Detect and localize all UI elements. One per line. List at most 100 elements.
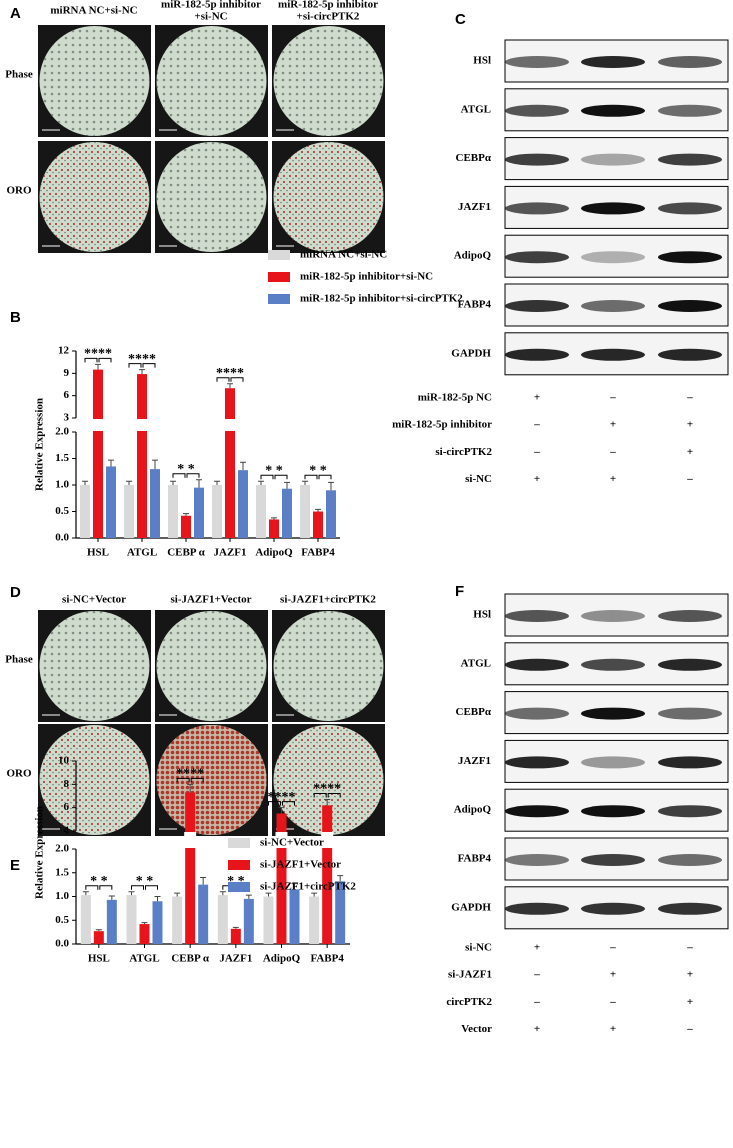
x-tick-label: FABP4 — [301, 547, 335, 559]
column-header: miRNA NC+si-NC — [50, 5, 137, 17]
micrograph-cells — [39, 26, 150, 136]
legend-swatch — [228, 838, 250, 848]
band — [581, 854, 645, 866]
x-tick-label: FABP4 — [310, 953, 344, 965]
significance-label: * * — [309, 464, 327, 479]
row-label: Phase — [5, 654, 33, 666]
error-bar — [291, 883, 298, 890]
y-tick-label: 1.5 — [55, 866, 69, 878]
bar — [212, 485, 222, 538]
condition-sign: + — [534, 1023, 540, 1035]
error-bar — [187, 783, 194, 793]
bar — [137, 374, 147, 538]
x-tick-label: JAZF1 — [219, 953, 252, 965]
condition-label: si-NC — [465, 942, 492, 954]
band — [505, 756, 569, 769]
error-bar — [141, 922, 148, 925]
error-bar — [128, 891, 135, 896]
significance-bracket — [260, 474, 288, 480]
bar — [139, 924, 150, 944]
x-tick-label: ATGL — [127, 547, 157, 559]
panel-label: B — [10, 309, 21, 326]
bar — [80, 485, 90, 538]
protein-label: AdipoQ — [454, 804, 492, 816]
band — [581, 300, 645, 312]
significance-label: * * — [90, 874, 108, 889]
band — [581, 707, 645, 720]
bar — [322, 805, 333, 944]
y-tick-label: 2.0 — [55, 426, 69, 438]
band — [505, 902, 569, 915]
band — [581, 902, 645, 915]
band — [658, 153, 722, 166]
band — [658, 854, 722, 866]
error-bar — [328, 481, 334, 491]
error-bar — [227, 383, 233, 389]
band — [658, 707, 722, 720]
condition-sign: + — [687, 419, 693, 431]
significance-label: * * — [136, 874, 154, 889]
error-bar — [214, 480, 220, 485]
micrograph-cells — [156, 611, 267, 721]
band — [658, 805, 722, 818]
protein-label: GAPDH — [451, 901, 491, 913]
band — [658, 300, 722, 312]
condition-label: si-circPTK2 — [435, 446, 492, 458]
bar — [217, 895, 228, 944]
row-label: Phase — [5, 69, 33, 81]
bar — [80, 895, 91, 944]
bar — [269, 519, 279, 538]
bar — [106, 899, 117, 944]
band — [505, 805, 569, 818]
panel-label: D — [10, 584, 21, 601]
bar — [172, 896, 183, 944]
error-bar — [337, 875, 344, 882]
band — [505, 153, 569, 166]
band — [505, 707, 569, 720]
error-bar — [82, 480, 88, 485]
bar — [326, 490, 336, 538]
micrograph-cells — [273, 611, 384, 721]
bar — [194, 487, 204, 538]
legend-label: miR-182-5p inhibitor+si-NC — [300, 271, 433, 283]
bar — [300, 485, 310, 538]
band — [658, 56, 722, 68]
condition-sign: – — [609, 446, 616, 458]
bar — [313, 511, 323, 538]
y-axis-title: Relative Expression — [34, 398, 46, 491]
x-tick-label: HSL — [88, 953, 110, 965]
protein-label: JAZF1 — [458, 201, 491, 213]
significance-bracket — [268, 801, 295, 806]
significance-label: **** — [84, 347, 112, 362]
protein-label: GAPDH — [451, 347, 491, 359]
error-bar — [271, 517, 277, 520]
error-bar — [302, 480, 308, 485]
condition-label: circPTK2 — [446, 996, 492, 1008]
band — [581, 610, 645, 622]
panel-label: F — [455, 583, 464, 600]
band — [581, 153, 645, 166]
legend-label: miR-182-5p inhibitor+si-circPTK2 — [300, 293, 463, 305]
condition-sign: – — [533, 446, 540, 458]
error-bar — [245, 894, 252, 899]
bar — [335, 881, 346, 944]
bar — [106, 466, 116, 538]
condition-sign: – — [686, 942, 693, 954]
band — [658, 756, 722, 769]
error-bar — [152, 459, 158, 470]
y-tick-label: 9 — [64, 367, 70, 379]
condition-sign: + — [610, 419, 616, 431]
condition-sign: – — [533, 996, 540, 1008]
error-bar — [108, 459, 114, 467]
condition-sign: + — [610, 473, 616, 485]
y-tick-label: 1.0 — [55, 890, 69, 902]
protein-label: AdipoQ — [454, 250, 492, 262]
legend-swatch — [228, 882, 250, 892]
protein-label: ATGL — [461, 657, 491, 669]
micrograph-cells — [156, 725, 267, 835]
column-header: si-JAZF1+circPTK2 — [280, 594, 376, 606]
micrograph-cells — [273, 142, 384, 252]
panel-label: C — [455, 11, 466, 28]
protein-label: JAZF1 — [458, 755, 491, 767]
